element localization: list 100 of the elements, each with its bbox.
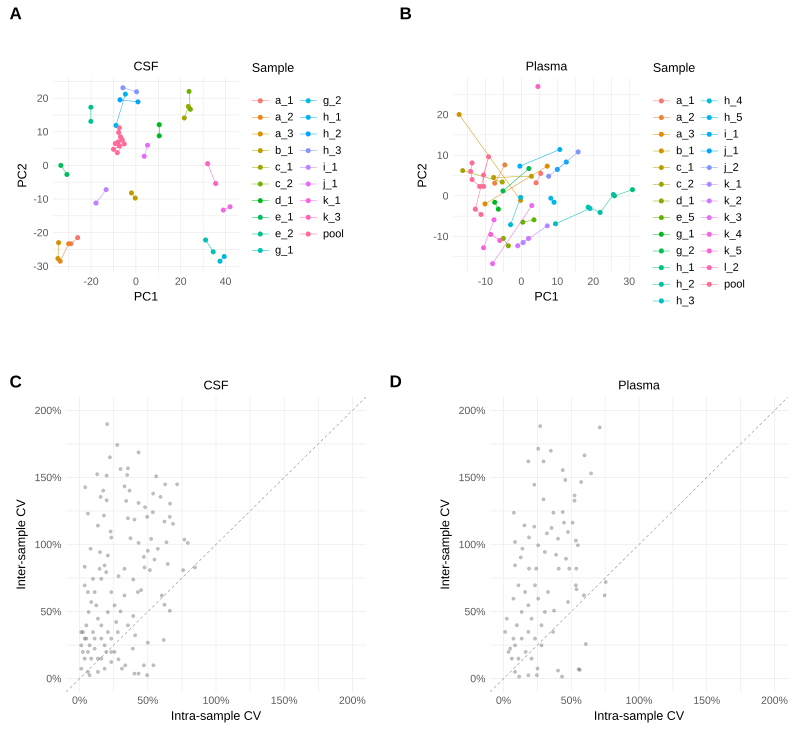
x-tick-label: 0 (133, 278, 138, 285)
x-tick-label: 40 (220, 278, 231, 285)
y-tick-label: 10 (38, 128, 48, 136)
legend-label: k_2 (724, 196, 742, 206)
legend-label: k_3 (724, 212, 742, 224)
text: B (400, 8, 412, 20)
legend-label: h_5 (724, 112, 742, 124)
legend-label: h_2 (324, 129, 341, 140)
legend-label: k_4 (724, 230, 742, 240)
legend-label: c_2 (276, 179, 292, 190)
x-tick-label: 0% (496, 696, 511, 704)
x-tick-label: 50% (138, 696, 158, 704)
x-tick-label: 150% (272, 696, 298, 704)
legend-label: g_1 (276, 246, 293, 256)
x-tick-label: -10 (478, 278, 493, 285)
legend-label: a_2 (676, 113, 694, 123)
x-tick-label: 0% (72, 696, 87, 704)
y-tick-label: 0 (443, 192, 448, 200)
legend-label: h_2 (676, 280, 694, 290)
y-tick-label: 150% (35, 474, 62, 482)
legend-label: g_2 (676, 246, 694, 256)
y-tick-label: -10 (434, 232, 448, 240)
legend-label: j_1 (724, 146, 738, 156)
legend-label: c_1 (676, 163, 694, 173)
x-axis-title: Intra-sample CV (595, 710, 684, 722)
legend-label: g_2 (323, 96, 341, 106)
chart-title: CSF (134, 62, 158, 70)
legend-label: k_1 (724, 180, 742, 190)
legend-label: d_1 (676, 196, 694, 206)
x-axis-title: Intra-sample CV (172, 710, 262, 722)
legend-label: h_1 (676, 262, 694, 274)
legend-label: h_3 (676, 296, 694, 306)
x-tick-label: 20 (588, 278, 599, 285)
y-tick-label: 200% (35, 406, 62, 414)
legend-label: h_3 (324, 146, 341, 156)
x-tick-label: 0 (518, 278, 524, 285)
legend-label: c_2 (676, 180, 694, 190)
x-tick-label: 100% (626, 696, 652, 704)
y-axis-title: Inter-sample CV (16, 499, 28, 588)
legend-label: k_3 (324, 212, 340, 223)
legend-label: e_1 (276, 212, 293, 223)
legend-label: a_3 (676, 130, 694, 140)
y-axis-title: PC2 (18, 164, 26, 187)
legend-label: k_5 (724, 246, 742, 256)
text: D (390, 376, 402, 388)
legend-label: l_2 (724, 262, 738, 274)
x-tick-label: 100% (203, 696, 230, 704)
chart-title: Plasma (619, 380, 660, 390)
legend-label: j_2 (724, 162, 738, 174)
x-tick-label: 10 (552, 278, 563, 285)
y-tick-label: 20 (37, 94, 48, 102)
y-tick-label: 20 (437, 110, 448, 118)
legend-label: a_1 (276, 96, 293, 106)
x-tick-label: 50% (561, 696, 582, 704)
x-tick-label: -20 (84, 278, 98, 285)
y-tick-label: 100% (459, 540, 486, 548)
legend-label: g_1 (676, 230, 694, 240)
y-axis-title: Inter-sample CV (440, 499, 452, 588)
y-tick-label: -10 (34, 195, 48, 203)
legend-label: pool (324, 229, 344, 240)
legend-label: pool (724, 280, 744, 290)
text: C (10, 376, 22, 388)
legend-label: e_2 (276, 229, 293, 240)
text: A (10, 8, 22, 20)
legend-label: a_3 (276, 129, 293, 140)
chart-title: Plasma (526, 61, 568, 70)
legend-label: d_1 (276, 196, 293, 206)
legend-label: i_1 (324, 162, 338, 173)
legend-label: e_5 (676, 213, 694, 223)
legend-label: a_1 (676, 96, 694, 106)
legend-label: j_1 (322, 179, 338, 190)
legend-label: b_1 (676, 146, 694, 156)
chart-title: CSF (204, 380, 228, 390)
legend-title: Sample (252, 62, 294, 74)
x-tick-label: 150% (694, 696, 720, 704)
x-axis-title: PC1 (134, 292, 158, 301)
x-tick-label: 200% (762, 696, 788, 704)
legend-label: b_1 (276, 146, 293, 156)
legend-label: a_2 (276, 112, 293, 123)
legend-label: k_1 (324, 196, 340, 206)
x-tick-label: 200% (339, 696, 366, 704)
x-axis-title: PC1 (535, 292, 558, 301)
legend-label: h_4 (724, 96, 742, 106)
y-axis-title: PC2 (418, 164, 426, 187)
x-tick-label: 20 (175, 278, 186, 285)
y-tick-label: 200% (459, 406, 486, 414)
y-tick-label: -20 (34, 228, 48, 236)
legend-label: i_1 (724, 130, 738, 140)
legend-title: Sample (653, 62, 695, 74)
y-tick-label: 0% (46, 674, 62, 682)
legend-label: c_1 (276, 162, 292, 173)
y-tick-label: 0 (43, 162, 48, 170)
y-tick-label: 150% (459, 474, 486, 482)
y-tick-label: 50% (464, 608, 486, 616)
y-tick-label: 50% (40, 608, 62, 616)
y-tick-label: 10 (438, 151, 448, 159)
y-tick-label: 100% (35, 540, 62, 548)
y-tick-label: 0% (470, 674, 486, 682)
legend-label: h_1 (324, 112, 341, 123)
y-tick-label: -30 (34, 262, 48, 270)
